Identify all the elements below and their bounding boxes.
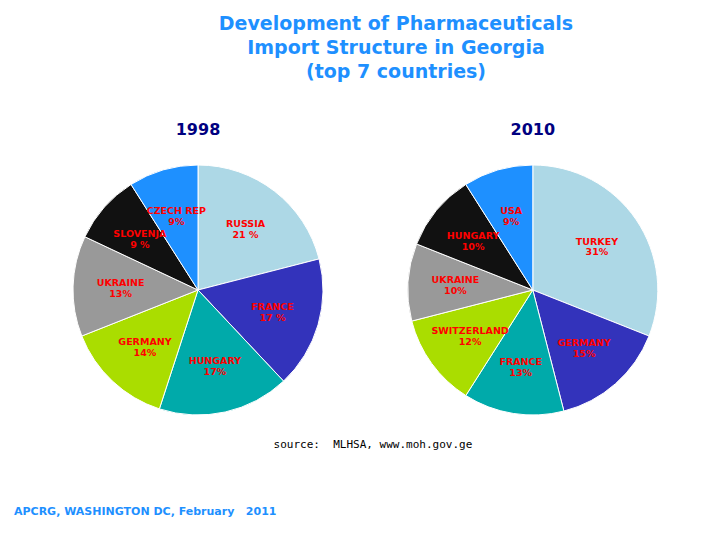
slice-value: 31% — [586, 246, 609, 257]
slice-value: 21 % — [232, 229, 259, 240]
data-label: TURKEY31% — [576, 236, 618, 258]
data-label: RUSSIA21 % — [226, 218, 266, 240]
slice-category: UKRAINE — [97, 277, 145, 288]
slice-value: 17% — [204, 366, 227, 377]
slice-value: 15% — [573, 348, 596, 359]
data-label: HUNGARY17% — [189, 355, 242, 377]
slice-category: GERMANY — [118, 336, 171, 347]
slice-value: 12% — [459, 336, 482, 347]
slice-category: SWITZERLAND — [431, 325, 508, 336]
title-group: Development of PharmaceuticalsImport Str… — [219, 12, 573, 82]
slice-category: HUNGARY — [447, 230, 500, 241]
title: Import Structure in Georgia — [247, 36, 545, 58]
annotation: source: MLHSA, www.moh.gov.ge — [274, 438, 473, 451]
slice-value: 9 % — [130, 239, 150, 250]
pie-chart: 2010 TURKEY31% GERMANY15% FRANCE13% SWITZERL… — [408, 120, 658, 415]
slice-category: HUNGARY — [189, 355, 242, 366]
data-label: UKRAINE13% — [97, 277, 145, 299]
data-label: GERMANY15% — [557, 337, 610, 359]
data-label: SWITZERLAND12% — [431, 325, 508, 347]
pie-slice — [466, 165, 533, 290]
slice-value: 14% — [134, 347, 157, 358]
slice-value: 10% — [462, 241, 485, 252]
data-labels: TURKEY31%GERMANY15%FRANCE13%SWITZERLAND1… — [431, 205, 618, 378]
slice-value: 10% — [444, 285, 467, 296]
slice-category: TURKEY — [576, 236, 618, 247]
slices — [408, 165, 658, 415]
slice-category: FRANCE — [499, 356, 542, 367]
slice-value: 13% — [509, 367, 532, 378]
slice-value: 9% — [168, 216, 185, 227]
slice-category: CZECH REP — [147, 205, 206, 216]
title: Development of Pharmaceuticals — [219, 12, 573, 34]
data-label: FRANCE13% — [499, 356, 542, 378]
slice-category: UKRAINE — [432, 274, 480, 285]
data-labels: RUSSIA21 % FRANCE17 % HUNGARY17% GERMANY14%… — [97, 205, 294, 377]
data-label: GERMANY14% — [118, 336, 171, 358]
pie-chart: 1998 RUSSIA21 % FRANCE17 % HUNGARY17% GERMAN… — [73, 120, 323, 415]
data-label: FRANCE17 % — [251, 301, 294, 323]
slice-category: USA — [500, 205, 523, 216]
title: (top 7 countries) — [306, 60, 486, 82]
data-label: CZECH REP9% — [147, 205, 206, 227]
slice-value: 13% — [109, 288, 132, 299]
slice-value: 17 % — [259, 312, 286, 323]
chart-root: Development of PharmaceuticalsImport Str… — [0, 0, 720, 540]
chart-title: 2010 — [511, 120, 556, 139]
data-label: HUNGARY10% — [447, 230, 500, 252]
annotation: APCRG, WASHINGTON DC, February 2011 — [14, 505, 276, 518]
slice-value: 9% — [503, 216, 520, 227]
data-label: SLOVENJA9 % — [113, 228, 167, 250]
slices — [73, 165, 323, 415]
slice-category: FRANCE — [251, 301, 294, 312]
slice-category: RUSSIA — [226, 218, 266, 229]
slice-category: SLOVENJA — [113, 228, 167, 239]
chart-title: 1998 — [176, 120, 221, 139]
data-label: UKRAINE10% — [432, 274, 480, 296]
slice-category: GERMANY — [557, 337, 610, 348]
data-label: USA9% — [500, 205, 523, 227]
